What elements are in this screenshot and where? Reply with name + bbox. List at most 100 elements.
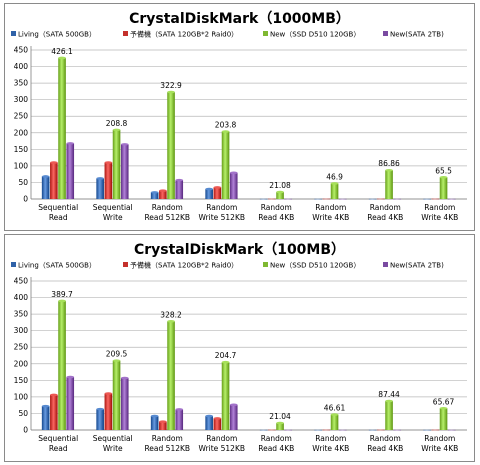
bar bbox=[431, 429, 440, 431]
bar-cap bbox=[330, 413, 339, 416]
bar-cap bbox=[50, 393, 58, 397]
x-tick-label: Random bbox=[152, 203, 183, 212]
bar bbox=[175, 409, 184, 430]
bar-cap bbox=[112, 128, 121, 132]
bar bbox=[368, 429, 377, 431]
bar-cap bbox=[221, 360, 230, 364]
bar-cap bbox=[104, 392, 113, 395]
bar bbox=[284, 429, 293, 431]
bar-cap bbox=[150, 414, 159, 418]
legend-label: Living（SATA 500GB） bbox=[18, 31, 96, 39]
bar bbox=[276, 423, 284, 430]
legend-swatch bbox=[383, 31, 388, 36]
bar-cap bbox=[58, 56, 66, 60]
x-tick-label: Read 512KB bbox=[144, 444, 190, 453]
bar bbox=[150, 416, 159, 430]
bar bbox=[221, 131, 230, 199]
bar bbox=[423, 198, 431, 200]
bar-cap bbox=[104, 161, 113, 164]
data-label: 46.9 bbox=[326, 172, 343, 181]
bar bbox=[284, 198, 293, 200]
bar bbox=[322, 429, 331, 431]
x-tick-label: Random bbox=[261, 434, 292, 443]
y-tick-label: 0 bbox=[23, 195, 28, 204]
x-tick-label: Random bbox=[315, 434, 346, 443]
bar bbox=[393, 198, 402, 200]
x-tick-label: Read 512KB bbox=[144, 213, 190, 222]
bar bbox=[447, 429, 456, 431]
legend-label: New(SATA 2TB) bbox=[390, 262, 444, 270]
x-tick-label: Random bbox=[424, 434, 455, 443]
y-tick-label: 250 bbox=[14, 343, 29, 352]
bar-cap bbox=[276, 190, 284, 194]
bar-cap bbox=[205, 414, 213, 418]
bar bbox=[385, 170, 393, 199]
x-tick-label: Write 512KB bbox=[198, 213, 245, 222]
data-label: 87.44 bbox=[378, 390, 400, 399]
x-tick-label: Sequential bbox=[93, 203, 133, 212]
bar-cap bbox=[120, 376, 129, 380]
bar bbox=[447, 198, 456, 200]
bar bbox=[423, 429, 431, 431]
y-tick-label: 450 bbox=[14, 46, 29, 55]
y-tick-label: 150 bbox=[14, 145, 29, 154]
chart-panel-1000mb: CrystalDiskMark（1000MB） Living（SATA 500GB… bbox=[4, 3, 475, 231]
bar-cap bbox=[41, 404, 50, 408]
bar-cap bbox=[66, 375, 75, 379]
bar bbox=[439, 408, 448, 430]
y-tick-label: 450 bbox=[14, 277, 29, 286]
bar-cap bbox=[221, 130, 230, 133]
legend: Living（SATA 500GB） 予備機（SATA 120GB*2 Raid0… bbox=[11, 261, 444, 270]
bar-cap bbox=[66, 142, 75, 145]
bar bbox=[439, 177, 448, 199]
bar-cap bbox=[167, 320, 175, 323]
bar bbox=[96, 178, 104, 199]
bar bbox=[205, 416, 213, 430]
bar-cap bbox=[159, 420, 167, 424]
chart-title: CrystalDiskMark（100MB） bbox=[134, 242, 345, 258]
bar bbox=[41, 406, 50, 430]
bar bbox=[104, 162, 113, 199]
bar bbox=[368, 198, 377, 200]
bar bbox=[221, 362, 230, 430]
legend-label: 予備機（SATA 120GB*2 Raid0） bbox=[130, 261, 238, 270]
y-tick-label: 300 bbox=[14, 95, 29, 104]
data-label: 328.2 bbox=[160, 310, 182, 319]
x-tick-label: Read 4KB bbox=[258, 213, 294, 222]
bar bbox=[276, 192, 284, 199]
bar-cap bbox=[439, 176, 448, 179]
bar-cap bbox=[112, 359, 121, 362]
x-tick-label: Random bbox=[424, 203, 455, 212]
x-tick-label: Read bbox=[49, 213, 68, 222]
y-tick-label: 350 bbox=[14, 79, 29, 88]
y-tick-label: 150 bbox=[14, 376, 29, 385]
bar bbox=[175, 180, 184, 199]
legend-swatch bbox=[263, 262, 268, 267]
bar bbox=[112, 129, 121, 199]
data-label: 203.8 bbox=[215, 121, 237, 130]
bar-cap bbox=[175, 178, 184, 182]
x-tick-label: Random bbox=[206, 434, 237, 443]
bar bbox=[431, 198, 440, 200]
data-label: 86.86 bbox=[378, 159, 400, 168]
data-label: 21.04 bbox=[269, 412, 291, 421]
data-label: 322.9 bbox=[160, 81, 182, 90]
legend-swatch bbox=[11, 262, 16, 267]
x-tick-label: Write bbox=[103, 213, 123, 222]
bar bbox=[385, 401, 393, 430]
y-tick-label: 300 bbox=[14, 326, 29, 335]
bar-cap bbox=[150, 191, 159, 194]
y-tick-label: 350 bbox=[14, 310, 29, 319]
y-tick-label: 50 bbox=[18, 409, 28, 418]
bar bbox=[338, 198, 347, 200]
bar bbox=[96, 409, 104, 430]
bar-cap bbox=[385, 168, 393, 172]
bar bbox=[229, 404, 238, 430]
chart-panel-100mb: CrystalDiskMark（100MB） Living（SATA 500GB）… bbox=[4, 234, 475, 462]
y-tick-label: 400 bbox=[14, 62, 29, 71]
legend: Living（SATA 500GB） 予備機（SATA 120GB*2 Raid0… bbox=[11, 30, 444, 39]
legend-swatch bbox=[123, 262, 128, 267]
legend-swatch bbox=[383, 262, 388, 267]
bar-cap bbox=[96, 177, 104, 180]
bar bbox=[314, 198, 322, 200]
